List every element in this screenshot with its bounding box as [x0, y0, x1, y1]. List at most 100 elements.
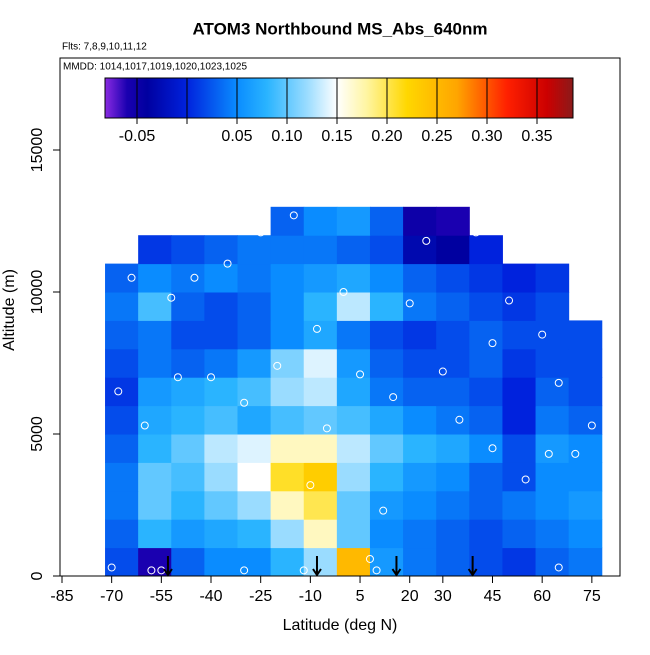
- x-axis-label: Latitude (deg N): [283, 617, 398, 634]
- heat-cell: [535, 320, 570, 350]
- x-tick-label: -40: [199, 588, 222, 605]
- x-tick-label: 5: [356, 588, 365, 605]
- heat-cell: [469, 292, 503, 321]
- flight-point: [240, 566, 249, 575]
- arrow: [391, 556, 402, 577]
- heat-cell: [171, 348, 205, 378]
- heat-cell: [436, 547, 470, 577]
- colorbar: [104, 77, 574, 119]
- flight-point: [173, 373, 182, 382]
- heat-cell: [270, 235, 305, 265]
- heat-cell: [502, 405, 537, 435]
- heat-cell: [369, 235, 404, 265]
- arrow: [163, 556, 173, 577]
- x-tick-label: 75: [583, 588, 601, 605]
- flight-point: [240, 398, 249, 407]
- heat-cell: [369, 263, 404, 293]
- heat-cell: [204, 490, 239, 520]
- flight-point: [190, 273, 199, 282]
- heat-cell: [403, 348, 437, 378]
- heat-cell: [171, 377, 205, 407]
- heat-cell: [237, 462, 272, 492]
- x-tick-label: -10: [299, 588, 322, 605]
- heat-cell: [303, 490, 338, 520]
- heat-cell: [303, 320, 338, 350]
- heat-cell: [502, 320, 537, 350]
- heat-cell: [171, 405, 205, 435]
- heat-cell: [535, 292, 570, 321]
- heat-cell: [469, 377, 503, 407]
- heat-cell: [237, 434, 272, 463]
- flight-point: [438, 367, 447, 376]
- heat-cell: [436, 320, 470, 350]
- heat-cell: [303, 235, 338, 265]
- heat-cell: [403, 405, 437, 435]
- plot-frame: [59, 57, 621, 577]
- heat-cell: [303, 405, 338, 435]
- heat-cell: [502, 263, 537, 293]
- heat-cell: [237, 263, 272, 293]
- heat-cell: [237, 320, 272, 350]
- heat-cell: [138, 434, 172, 463]
- flight-point: [379, 506, 388, 515]
- heat-cell: [535, 377, 570, 407]
- x-tick-label: 20: [401, 588, 419, 605]
- flight-point: [91, 350, 100, 359]
- heat-cell: [336, 206, 371, 236]
- heat-cell: [204, 348, 239, 378]
- heat-cell: [369, 348, 404, 378]
- flight-point: [488, 339, 497, 348]
- heat-cell: [336, 547, 371, 577]
- flight-point: [322, 424, 331, 433]
- heat-cell: [336, 235, 371, 265]
- flight-point: [471, 228, 480, 237]
- heat-cell: [535, 263, 570, 293]
- x-tick-label: -25: [249, 588, 272, 605]
- heat-cell: [303, 263, 338, 293]
- heat-cell: [204, 377, 239, 407]
- heat-cell: [138, 462, 172, 492]
- heat-cell: [535, 519, 570, 549]
- heat-cell: [105, 490, 139, 520]
- colorbar-tick-label: 0.20: [371, 128, 402, 145]
- heat-cell: [535, 462, 570, 492]
- heat-cell: [336, 292, 371, 321]
- flight-point: [312, 324, 321, 333]
- heat-cell: [204, 462, 239, 492]
- heat-cell: [535, 490, 570, 520]
- x-tick-label: -85: [50, 588, 73, 605]
- colorbar-tick-label: 0.10: [271, 128, 302, 145]
- heat-cell: [336, 405, 371, 435]
- heat-cell: [403, 377, 437, 407]
- heat-cell: [502, 292, 537, 321]
- flight-point: [299, 566, 308, 575]
- heat-cell: [403, 263, 437, 293]
- heat-cell: [270, 292, 305, 321]
- heat-cell: [138, 320, 172, 350]
- heat-cell: [270, 490, 305, 520]
- flight-point: [389, 393, 398, 402]
- flight-point: [455, 415, 464, 424]
- heat-cell: [336, 377, 371, 407]
- flight-point: [488, 444, 497, 453]
- heat-cell: [535, 348, 570, 378]
- y-axis-label: Altitude (m): [1, 269, 18, 351]
- heat-cell: [171, 320, 205, 350]
- heat-cell: [403, 206, 437, 236]
- heat-cell: [171, 263, 205, 293]
- flight-point: [223, 259, 232, 268]
- heat-cell: [469, 462, 503, 492]
- heat-cell: [138, 519, 172, 549]
- heat-cell: [436, 434, 470, 463]
- heat-cell: [303, 547, 338, 577]
- flight-point: [273, 361, 282, 370]
- heat-cell: [138, 348, 172, 378]
- heat-cell: [204, 547, 239, 577]
- heat-cell: [502, 519, 537, 549]
- heat-cell: [138, 377, 172, 407]
- heat-cell: [403, 235, 437, 265]
- flight-point: [256, 228, 265, 237]
- heat-cell: [403, 547, 437, 577]
- colorbar-tick-label: 0.15: [321, 128, 352, 145]
- flight-point: [356, 370, 365, 379]
